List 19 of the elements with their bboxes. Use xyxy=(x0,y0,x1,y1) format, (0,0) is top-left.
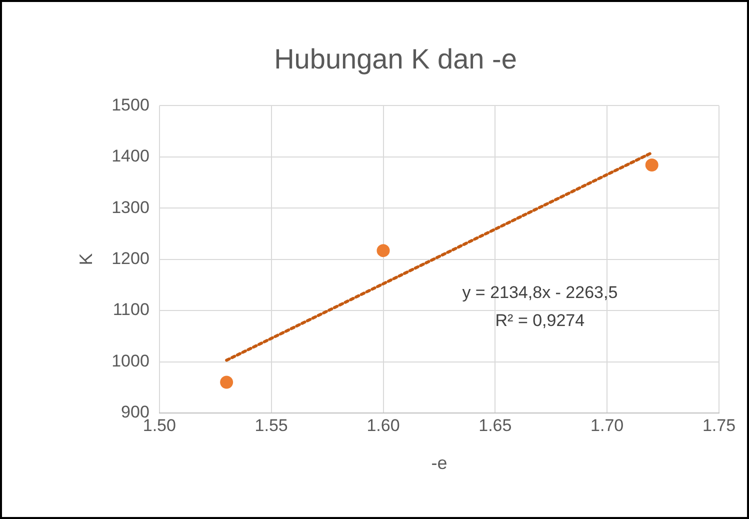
chart-title: Hubungan K dan -e xyxy=(274,44,517,75)
x-tick-label: 1.70 xyxy=(590,416,624,435)
y-tick-label: 1200 xyxy=(112,248,150,268)
point xyxy=(376,244,390,258)
annotation: y = 2134,8x - 2263,5 xyxy=(462,282,618,302)
x-tick-label: 1.75 xyxy=(702,416,736,435)
y-tick-label: 1400 xyxy=(112,146,150,166)
y-tick-label: 1300 xyxy=(112,198,150,217)
point xyxy=(220,376,234,389)
x-tick-label: 1.55 xyxy=(254,416,288,435)
x-tick-label: 1.60 xyxy=(366,416,400,435)
point xyxy=(645,158,658,172)
y-tick-label: 1000 xyxy=(112,351,150,370)
x-tick-label: 1.65 xyxy=(478,416,512,435)
annotation: R² = 0,9274 xyxy=(495,310,585,330)
x-axis-title: -e xyxy=(431,453,448,474)
y-tick-label: 1500 xyxy=(112,95,150,114)
y-tick-label: 1100 xyxy=(112,300,150,320)
y-axis-title: K xyxy=(76,253,96,266)
